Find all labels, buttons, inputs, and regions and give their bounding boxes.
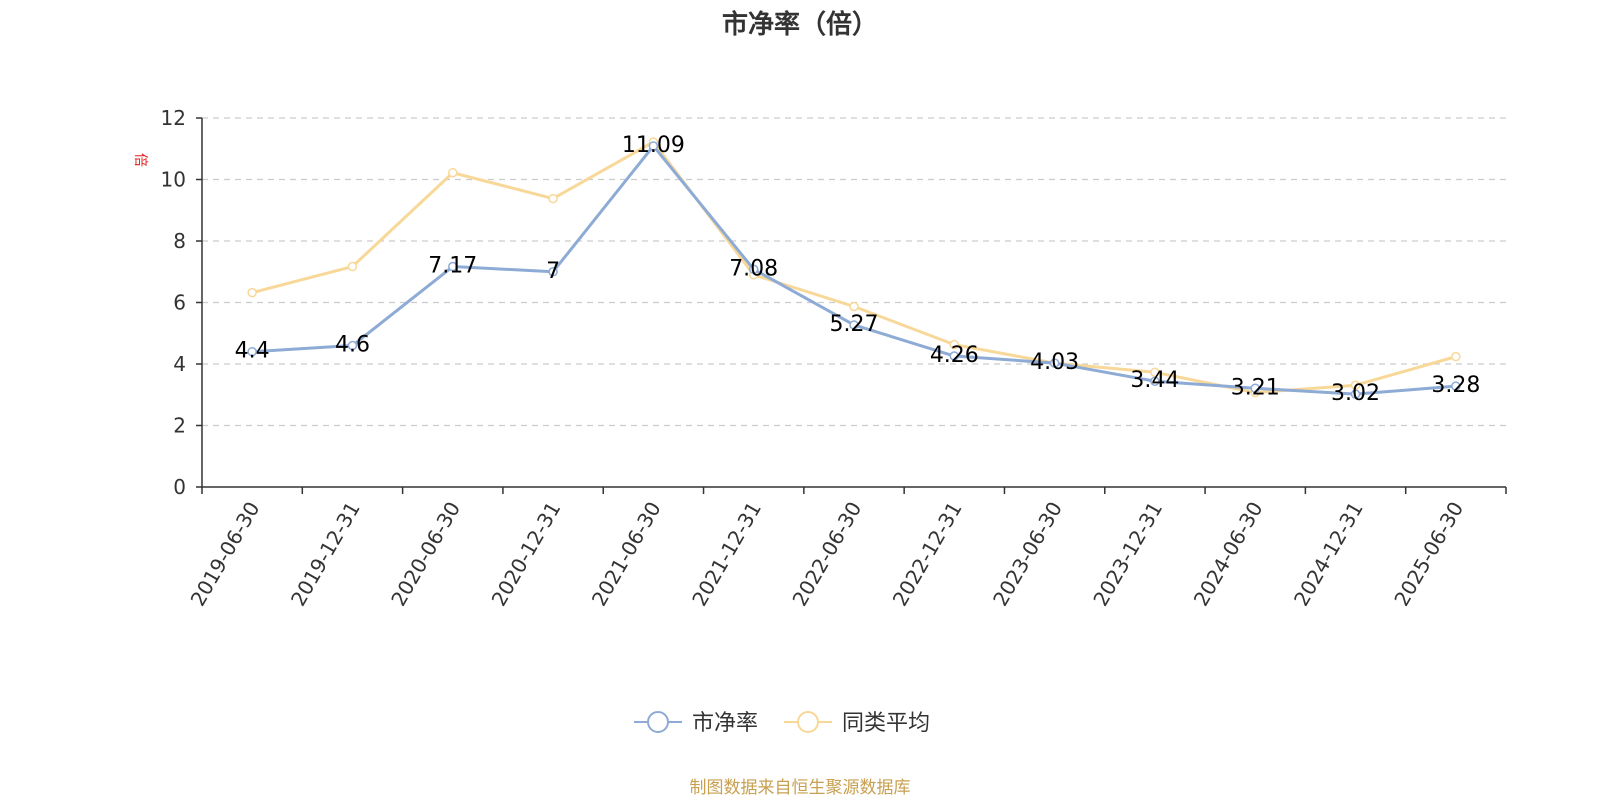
data-point[interactable] [1049, 358, 1060, 368]
data-point[interactable] [548, 267, 558, 277]
data-point[interactable] [247, 346, 257, 357]
data-label: 7 [546, 259, 560, 284]
x-tick-label: 2022-12-31 [888, 497, 967, 610]
legend-marker [647, 711, 669, 733]
data-point[interactable] [247, 287, 257, 298]
data-point[interactable] [347, 261, 358, 272]
legend-marker [797, 711, 819, 733]
legend[interactable]: 市净率 同类平均 [634, 711, 930, 736]
grid-lines [202, 117, 1506, 427]
data-point[interactable] [949, 351, 960, 361]
data-point[interactable] [1451, 351, 1461, 362]
y-tick-label: 12 [161, 106, 186, 130]
data-label: 4.03 [1030, 350, 1079, 375]
x-tick-label: 2021-06-30 [587, 498, 666, 611]
y-axis-unit-label: 倍 [132, 153, 148, 167]
data-label: 3.44 [1130, 368, 1179, 393]
data-label: 4.26 [930, 343, 979, 368]
data-point[interactable] [347, 340, 358, 351]
data-labels: 4.4 4.6 7.17 7 11.09 7.08 5.27 4.26 4.03 3.44 3.21… [235, 133, 1481, 406]
x-tick-label: 2020-06-30 [386, 498, 465, 611]
legend-item-1[interactable]: 同类平均 [784, 711, 930, 736]
data-point[interactable] [1150, 367, 1160, 378]
legend-label: 市净率 [692, 711, 758, 736]
x-tick-label: 2021-12-31 [687, 498, 766, 611]
x-tick-label: 2024-12-31 [1289, 498, 1368, 611]
series-lines [247, 137, 1461, 399]
data-point[interactable] [1350, 389, 1361, 399]
data-label: 4.4 [235, 339, 270, 364]
legend-label: 同类平均 [842, 711, 930, 736]
x-tick-label: 2023-06-30 [988, 498, 1067, 611]
data-point[interactable] [448, 261, 458, 272]
data-point[interactable] [1350, 380, 1361, 390]
data-label: 7.17 [428, 254, 477, 279]
x-tick-label: 2023-12-31 [1088, 498, 1167, 611]
data-point[interactable] [849, 320, 859, 330]
y-tick-label: 8 [173, 229, 186, 253]
data-label: 11.09 [622, 133, 685, 158]
data-point[interactable] [949, 339, 960, 350]
data-point[interactable] [648, 141, 659, 151]
data-label: 4.6 [335, 333, 370, 358]
x-tick-label: 2019-12-31 [286, 498, 365, 611]
x-tick-label: 2020-12-31 [487, 498, 566, 611]
legend-item-0[interactable]: 市净率 [634, 711, 758, 736]
data-label: 7.08 [729, 256, 778, 281]
source-note: 制图数据来自恒生聚源数据库 [690, 778, 911, 798]
data-label: 3.21 [1231, 375, 1280, 400]
y-tick-label: 4 [173, 352, 186, 376]
data-point[interactable] [548, 193, 558, 204]
x-tick-label: 2024-06-30 [1189, 498, 1268, 611]
data-point[interactable] [1150, 376, 1160, 386]
y-tick-label: 0 [173, 475, 186, 499]
y-tick-label: 6 [173, 291, 186, 315]
data-label: 5.27 [830, 312, 879, 337]
data-label: 3.28 [1431, 373, 1480, 398]
data-point[interactable] [748, 264, 759, 275]
x-tick-label: 2022-06-30 [787, 498, 866, 611]
data-point[interactable] [1250, 383, 1260, 394]
x-tick-label: 2025-06-30 [1389, 498, 1468, 611]
y-tick-label: 2 [173, 414, 186, 438]
data-point[interactable] [849, 301, 859, 312]
data-point[interactable] [448, 167, 458, 178]
x-tick-label: 2019-06-30 [186, 498, 265, 611]
data-label: 3.02 [1331, 381, 1380, 406]
chart-title: 市净率（倍） [722, 9, 878, 40]
y-tick-label: 10 [161, 168, 186, 192]
axes: 0 2 4 6 8 10 12 2019-06-30 2019-12-31 2020-06-30 2… [161, 106, 1507, 611]
data-point[interactable] [1451, 381, 1461, 391]
